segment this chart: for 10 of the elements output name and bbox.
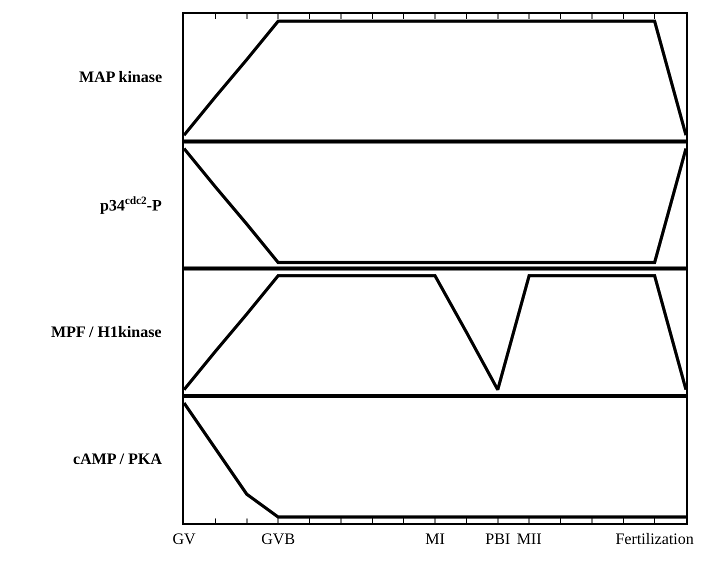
y-axis-title: MPF / H1kinase xyxy=(51,324,162,341)
x-tick-label: PBI xyxy=(485,530,510,548)
x-tick-label: GVB xyxy=(261,530,296,548)
x-tick-label: MI xyxy=(425,530,445,548)
x-tick-label: MII xyxy=(516,530,542,548)
y-axis-title: p34$^{cdc2}$-P xyxy=(100,195,162,215)
y-axis-title: MAP kinase xyxy=(79,69,162,86)
x-tick-label: Fertilization xyxy=(616,530,694,548)
x-tick-label: GV xyxy=(172,530,196,548)
y-axis-title: cAMP / PKA xyxy=(73,451,162,468)
